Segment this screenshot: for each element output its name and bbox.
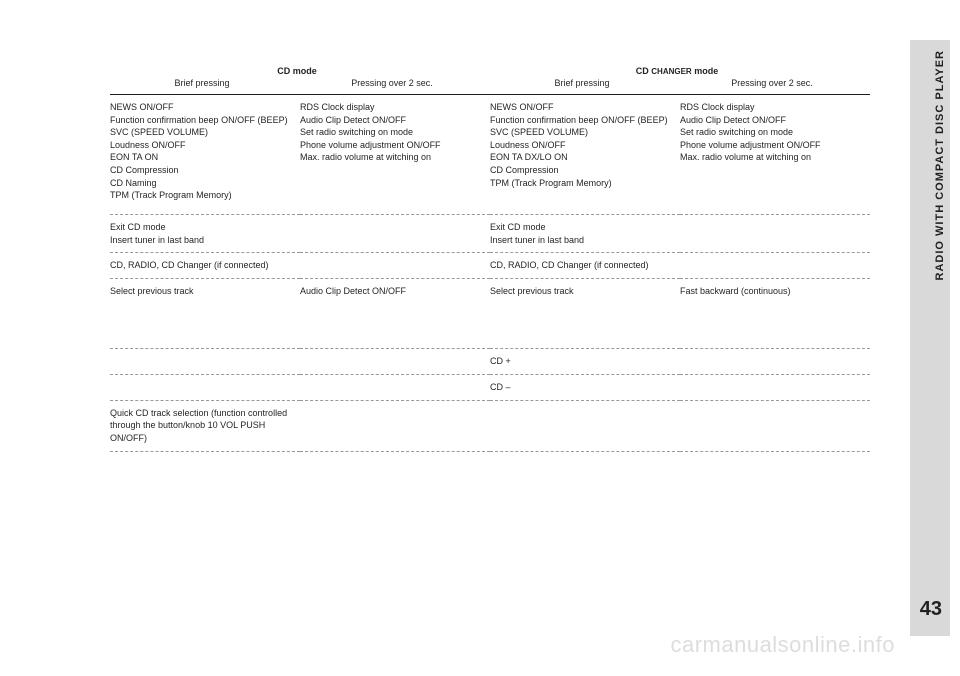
table-cell [680, 253, 870, 279]
table-cell [300, 348, 490, 374]
watermark: carmanualsonline.info [670, 632, 895, 658]
table-row: CD + [110, 348, 870, 374]
table-cell: NEWS ON/OFF Function confirmation beep O… [490, 95, 680, 215]
table-row: Quick CD track selection (function contr… [110, 400, 870, 451]
header-brief-2: Brief pressing [490, 78, 680, 95]
table-cell [680, 348, 870, 374]
table-cell: RDS Clock display Audio Clip Detect ON/O… [300, 95, 490, 215]
table-cell [680, 400, 870, 451]
modes-table: CD mode CD CHANGER mode Brief pressing P… [110, 60, 870, 452]
table-cell: CD, RADIO, CD Changer (if connected) [490, 253, 680, 279]
table-cell: CD, RADIO, CD Changer (if connected) [110, 253, 300, 279]
header-over2-1: Pressing over 2 sec. [300, 78, 490, 95]
table-row: CD, RADIO, CD Changer (if connected) CD, … [110, 253, 870, 279]
table-cell [300, 253, 490, 279]
table-row: NEWS ON/OFF Function confirmation beep O… [110, 95, 870, 215]
table-cell [300, 374, 490, 400]
table-cell [110, 348, 300, 374]
side-section-label: RADIO WITH COMPACT DISC PLAYER [934, 50, 946, 280]
table-cell [680, 215, 870, 253]
table-cell: CD – [490, 374, 680, 400]
table-cell: Exit CD mode Insert tuner in last band [110, 215, 300, 253]
table-cell: Fast backward (continuous) [680, 278, 870, 348]
header-brief-1: Brief pressing [110, 78, 300, 95]
table-cell: CD + [490, 348, 680, 374]
table-cell: Select previous track [110, 278, 300, 348]
table-cell: NEWS ON/OFF Function confirmation beep O… [110, 95, 300, 215]
table-body: NEWS ON/OFF Function confirmation beep O… [110, 95, 870, 452]
header-cd-changer-mode: CD CHANGER mode [490, 60, 870, 78]
page-content: CD mode CD CHANGER mode Brief pressing P… [0, 0, 960, 492]
table-cell [300, 215, 490, 253]
table-cell: Quick CD track selection (function contr… [110, 400, 300, 451]
table-cell: Select previous track [490, 278, 680, 348]
table-row: Select previous trackAudio Clip Detect O… [110, 278, 870, 348]
table-row: CD – [110, 374, 870, 400]
table-cell: RDS Clock display Audio Clip Detect ON/O… [680, 95, 870, 215]
table-cell [110, 374, 300, 400]
table-cell: Exit CD mode Insert tuner in last band [490, 215, 680, 253]
header-cd-mode: CD mode [110, 60, 490, 78]
page-number: 43 [920, 598, 942, 621]
table-cell [680, 374, 870, 400]
table-row: Exit CD mode Insert tuner in last band Ex… [110, 215, 870, 253]
table-cell: Audio Clip Detect ON/OFF [300, 278, 490, 348]
table-cell [300, 400, 490, 451]
header-over2-2: Pressing over 2 sec. [680, 78, 870, 95]
table-cell [490, 400, 680, 451]
